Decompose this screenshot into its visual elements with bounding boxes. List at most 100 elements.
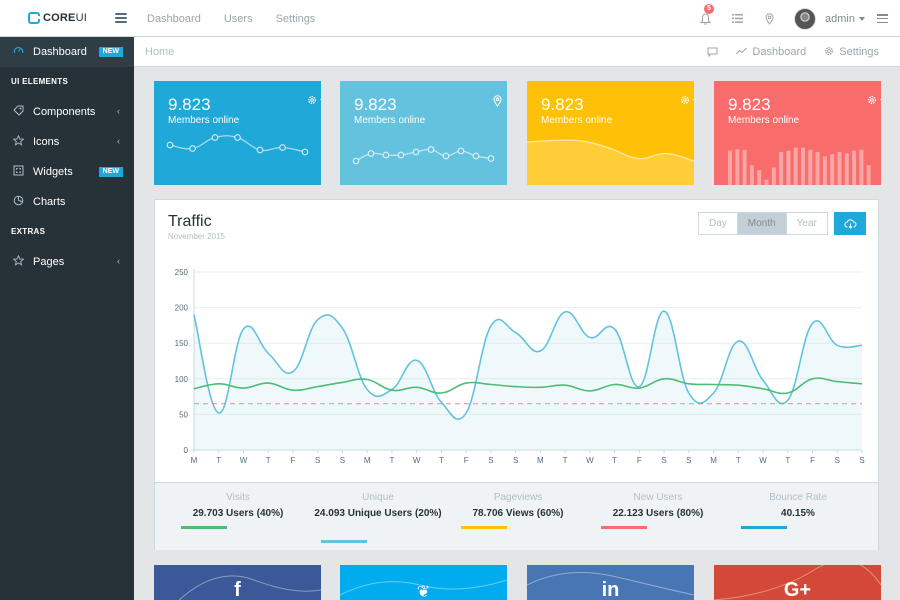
cloud-download-button[interactable] xyxy=(834,212,866,235)
stat-progress-bar xyxy=(461,526,507,529)
range-year-button[interactable]: Year xyxy=(785,213,827,234)
sidebar-item-label: Components xyxy=(33,106,96,118)
sparkline-point xyxy=(166,141,174,149)
area-fill xyxy=(527,140,694,185)
card-value: 9.823 xyxy=(728,95,771,114)
sidebar-item-pages[interactable]: Pages ‹ xyxy=(0,247,134,277)
bar xyxy=(866,165,871,185)
graph-icon xyxy=(736,47,748,58)
sidebar-section-title: EXTRAS xyxy=(11,227,46,236)
top-nav-dashboard[interactable]: Dashboard xyxy=(147,12,201,25)
stat-card-members-1: 9.823 Members online xyxy=(154,81,321,185)
breadcrumb-dashboard-link[interactable]: Dashboard xyxy=(736,46,806,58)
x-tick-label: M xyxy=(364,456,371,465)
sparkline-point xyxy=(397,151,405,159)
bell-icon[interactable]: 5 xyxy=(698,3,714,26)
bar xyxy=(837,152,842,185)
series-secondary-line xyxy=(193,377,863,395)
sidebar-item-label: Charts xyxy=(33,196,66,208)
breadcrumb-settings-label: Settings xyxy=(839,46,879,58)
bar xyxy=(815,152,820,185)
sparkline-point xyxy=(367,150,375,157)
x-tick-label: W xyxy=(240,456,248,465)
range-month-button[interactable]: Month xyxy=(736,213,786,234)
sparkline-point xyxy=(382,151,390,159)
app-header: COREUI Dashboard Users Settings 5 admin xyxy=(0,0,900,37)
coreui-logo-icon xyxy=(28,12,41,24)
aside-menu-toggle-icon[interactable] xyxy=(877,14,888,23)
sparkline-point xyxy=(279,144,286,151)
brand-name-bold: CORE xyxy=(43,12,76,24)
user-avatar[interactable] xyxy=(794,7,817,30)
social-card-google-plus: G+ xyxy=(714,565,881,600)
stat-label: Bounce Rate xyxy=(769,492,827,503)
x-tick-label: T xyxy=(612,456,617,465)
breadcrumb-dashboard-label: Dashboard xyxy=(752,46,807,58)
bar xyxy=(793,147,798,185)
bar xyxy=(830,154,835,185)
x-tick-label: S xyxy=(859,456,864,465)
card-sparkline xyxy=(352,146,495,165)
top-nav-settings[interactable]: Settings xyxy=(275,12,316,25)
new-badge: NEW xyxy=(98,167,123,177)
sidebar-item-label: Icons xyxy=(33,136,60,148)
sidebar-item-dashboard[interactable]: Dashboard NEW xyxy=(0,37,134,67)
brand-logo[interactable]: COREUI xyxy=(0,0,134,37)
sparkline-point xyxy=(472,152,480,160)
card-value: 9.823 xyxy=(541,95,584,114)
user-dropdown-caret-icon[interactable] xyxy=(859,16,865,21)
top-nav-users[interactable]: Users xyxy=(223,12,253,25)
x-tick-label: F xyxy=(810,456,815,465)
sidebar-item-widgets[interactable]: Widgets NEW xyxy=(0,157,134,187)
sidebar-section-title: UI ELEMENTS xyxy=(11,77,69,86)
social-card-linkedin: in xyxy=(527,565,694,600)
sparkline-point xyxy=(256,146,264,154)
x-tick-label: S xyxy=(315,456,320,465)
bar xyxy=(822,156,827,185)
stat-progress-bar xyxy=(741,526,787,529)
new-badge: NEW xyxy=(98,47,123,57)
x-tick-label: T xyxy=(389,456,394,465)
location-pin-icon[interactable] xyxy=(762,12,776,26)
sidebar-item-components[interactable]: Components ‹ xyxy=(0,97,134,127)
chevron-left-icon: ‹ xyxy=(117,136,120,146)
x-tick-label: T xyxy=(736,456,741,465)
bar xyxy=(859,149,864,185)
sidebar-item-charts[interactable]: Charts xyxy=(0,187,134,217)
breadcrumb-home[interactable]: Home xyxy=(145,45,175,58)
x-tick-label: S xyxy=(340,456,345,465)
range-day-button[interactable]: Day xyxy=(709,218,727,229)
x-tick-label: T xyxy=(785,456,790,465)
y-tick-label: 50 xyxy=(179,410,188,419)
x-tick-label: S xyxy=(488,456,493,465)
user-name[interactable]: admin xyxy=(825,12,855,25)
stat-value: 78.706 Views (60%) xyxy=(472,508,564,519)
sparkline-point xyxy=(301,148,309,156)
speech-bubble-icon[interactable] xyxy=(707,47,718,57)
header-actions: 5 admin xyxy=(698,0,900,37)
breadcrumb-settings-link[interactable]: Settings xyxy=(824,46,879,59)
sidebar-item-icons[interactable]: Icons ‹ xyxy=(0,127,134,157)
brand-name: COREUI xyxy=(43,12,87,24)
sidebar-toggle-icon[interactable] xyxy=(115,13,127,23)
y-tick-label: 200 xyxy=(175,304,189,313)
list-icon[interactable] xyxy=(730,12,744,26)
pie-chart-icon xyxy=(12,195,24,209)
stat-label: Visits xyxy=(226,492,250,503)
x-tick-label: W xyxy=(413,456,421,465)
traffic-chart: 0 50 100 150 200 250 M T W T F S S M T W T F S S M T W T F S S M T W T… xyxy=(175,268,865,465)
card-label: Members online xyxy=(354,115,426,126)
stat-value: 24.093 Unique Users (20%) xyxy=(314,508,442,519)
bar xyxy=(844,153,849,185)
twitter-icon: ❦ xyxy=(416,584,431,600)
speedometer-icon xyxy=(12,45,24,59)
series-primary-area xyxy=(194,311,862,450)
chevron-left-icon: ‹ xyxy=(117,106,120,116)
bar xyxy=(771,167,776,185)
area-line xyxy=(527,139,694,162)
stat-label: Pageviews xyxy=(493,492,543,503)
bar xyxy=(808,149,813,185)
card-value: 9.823 xyxy=(354,95,397,114)
stat-value: 40.15% xyxy=(781,508,815,519)
y-tick-label: 100 xyxy=(175,375,189,384)
